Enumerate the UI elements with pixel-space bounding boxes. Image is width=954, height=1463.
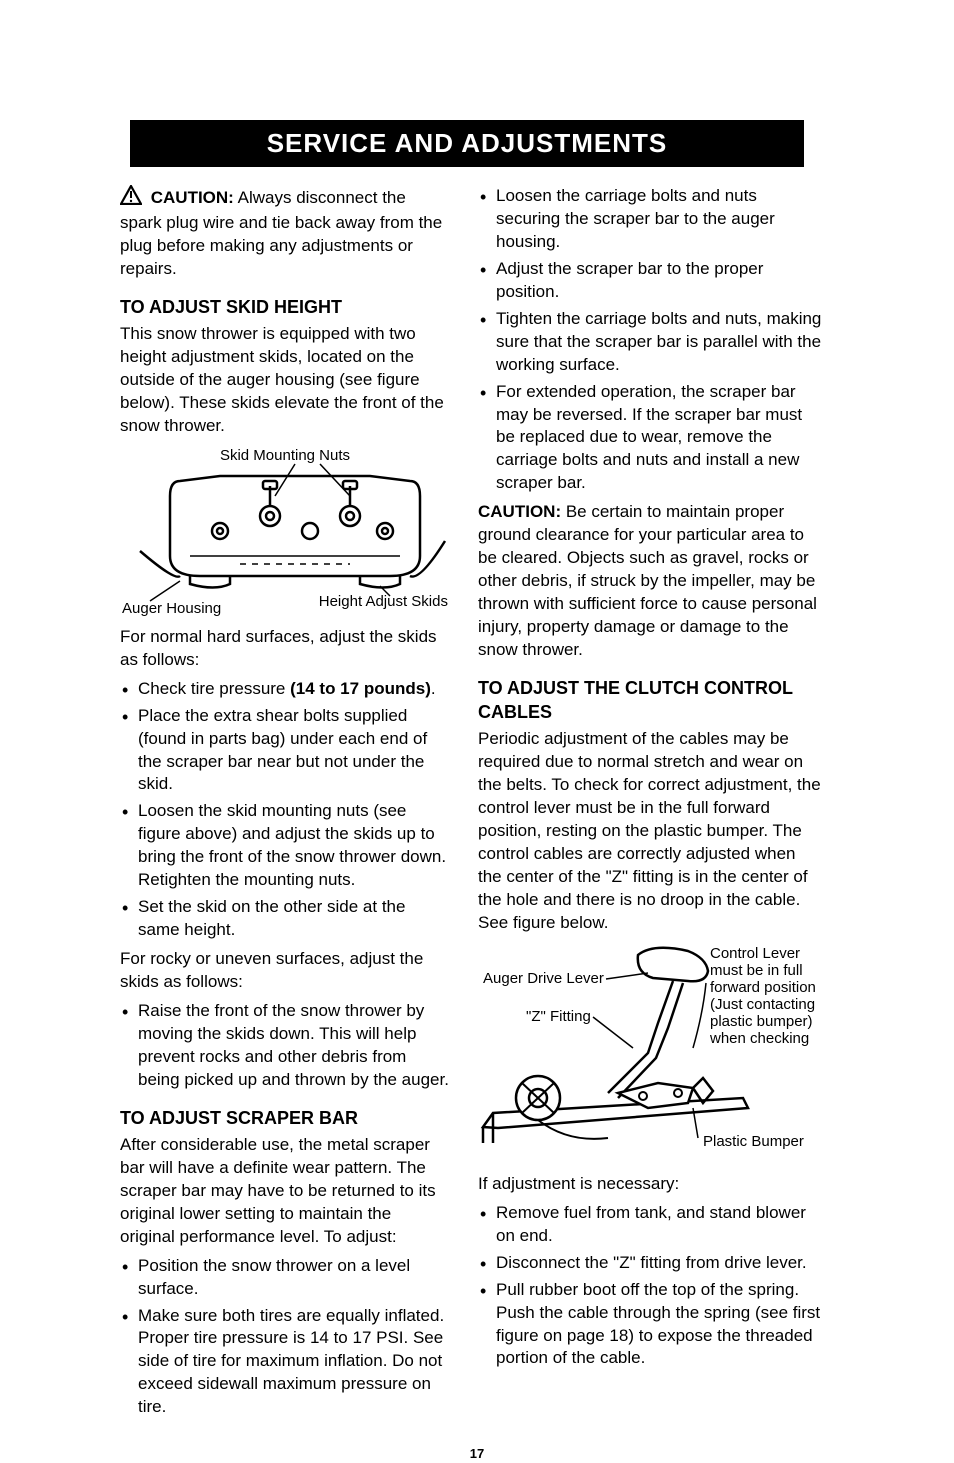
svg-text:Height Adjust Skids: Height Adjust Skids: [319, 593, 448, 610]
skid-intro: This snow thrower is equipped with two h…: [120, 323, 450, 438]
heading-clutch-cables: TO ADJUST THE CLUTCH CONTROL CABLES: [478, 676, 823, 725]
skid-normal-intro: For normal hard surfaces, adjust the ski…: [120, 626, 450, 672]
caution2-text: Be certain to maintain proper ground cle…: [478, 502, 817, 659]
section-title-bar: SERVICE AND ADJUSTMENTS: [130, 120, 804, 167]
svg-text:Auger Housing: Auger Housing: [122, 600, 221, 616]
list-item: Remove fuel from tank, and stand blower …: [478, 1202, 823, 1248]
scraper-list-cont: Loosen the carriage bolts and nuts secur…: [478, 185, 823, 495]
list-item: Check tire pressure (14 to 17 pounds).: [120, 678, 450, 701]
list-item: Loosen the skid mounting nuts (see figur…: [120, 800, 450, 892]
caution2-paragraph: CAUTION: Be certain to maintain proper g…: [478, 501, 823, 662]
heading-skid-height: TO ADJUST SKID HEIGHT: [120, 295, 450, 319]
caution-label: CAUTION:: [151, 188, 234, 207]
figure-clutch-lever: Control Lever must be in full forward po…: [478, 943, 823, 1163]
caution-triangle-icon: [120, 185, 142, 212]
heading-scraper-bar: TO ADJUST SCRAPER BAR: [120, 1106, 450, 1130]
svg-text:Plastic Bumper: Plastic Bumper: [703, 1133, 804, 1150]
svg-text:when checking: when checking: [709, 1030, 809, 1047]
list-item: Position the snow thrower on a level sur…: [120, 1255, 450, 1301]
svg-text:"Z" Fitting: "Z" Fitting: [526, 1008, 591, 1025]
list-item: Make sure both tires are equally inflate…: [120, 1305, 450, 1420]
right-column: Loosen the carriage bolts and nuts secur…: [478, 185, 823, 1425]
svg-text:plastic bumper): plastic bumper): [710, 1013, 813, 1030]
svg-text:Skid Mounting Nuts: Skid Mounting Nuts: [220, 447, 350, 464]
figure-skid-housing: Skid Mounting Nuts: [120, 446, 450, 616]
scraper-list: Position the snow thrower on a level sur…: [120, 1255, 450, 1420]
page-number: 17: [40, 1445, 914, 1463]
svg-text:Auger Drive Lever: Auger Drive Lever: [483, 970, 604, 987]
two-column-layout: CAUTION: Always disconnect the spark plu…: [40, 185, 914, 1425]
list-item: Loosen the carriage bolts and nuts secur…: [478, 185, 823, 254]
left-column: CAUTION: Always disconnect the spark plu…: [120, 185, 450, 1425]
list-item: Disconnect the "Z" fitting from drive le…: [478, 1252, 823, 1275]
skid-rocky-list: Raise the front of the snow thrower by m…: [120, 1000, 450, 1092]
list-item: Place the extra shear bolts supplied (fo…: [120, 705, 450, 797]
svg-text:must be in full: must be in full: [710, 962, 803, 979]
scraper-intro: After considerable use, the metal scrape…: [120, 1134, 450, 1249]
caution-paragraph: CAUTION: Always disconnect the spark plu…: [120, 185, 450, 281]
adjust-list: Remove fuel from tank, and stand blower …: [478, 1202, 823, 1371]
caution2-label: CAUTION:: [478, 502, 561, 521]
skid-rocky-intro: For rocky or uneven surfaces, adjust the…: [120, 948, 450, 994]
list-item: Raise the front of the snow thrower by m…: [120, 1000, 450, 1092]
skid-normal-list: Check tire pressure (14 to 17 pounds). P…: [120, 678, 450, 942]
list-item: Set the skid on the other side at the sa…: [120, 896, 450, 942]
svg-text:(Just contacting: (Just contacting: [710, 996, 815, 1013]
list-item: For extended operation, the scraper bar …: [478, 381, 823, 496]
adjust-necessary: If adjustment is necessary:: [478, 1173, 823, 1196]
svg-text:forward position: forward position: [710, 979, 816, 996]
svg-text:Control Lever: Control Lever: [710, 945, 800, 962]
list-item: Pull rubber boot off the top of the spri…: [478, 1279, 823, 1371]
list-item: Tighten the carriage bolts and nuts, mak…: [478, 308, 823, 377]
list-item: Adjust the scraper bar to the proper pos…: [478, 258, 823, 304]
clutch-intro: Periodic adjustment of the cables may be…: [478, 728, 823, 934]
